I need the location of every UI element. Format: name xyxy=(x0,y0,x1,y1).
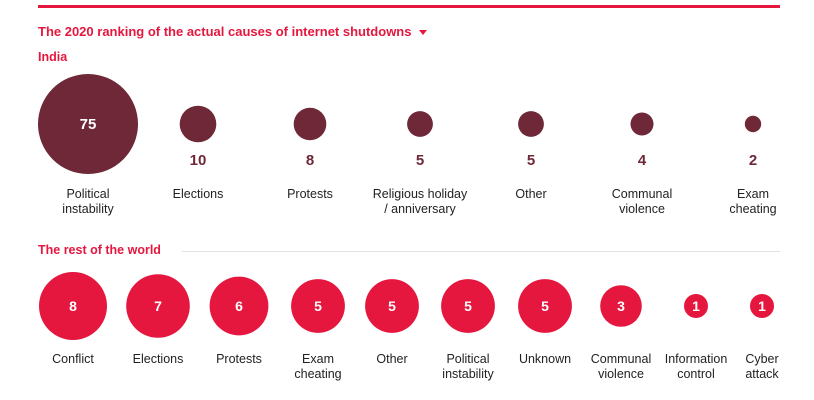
value-label-world-3: 5 xyxy=(314,298,322,314)
category-label-line: Conflict xyxy=(52,352,94,366)
category-label-world-4: Other xyxy=(376,352,407,367)
category-label-world-1: Elections xyxy=(133,352,184,367)
category-label-world-8: Information control xyxy=(665,352,728,382)
category-label-line: Elections xyxy=(132,352,184,366)
category-label-line: Political xyxy=(446,352,490,366)
bubble-india-0 xyxy=(38,74,138,174)
category-label-line: attack xyxy=(745,367,779,381)
chart-title-dropdown[interactable]: The 2020 ranking of the actual causes of… xyxy=(38,24,428,39)
category-label-line: violence xyxy=(619,202,665,216)
category-label-world-2: Protests xyxy=(216,352,262,367)
category-label-line: Political xyxy=(66,187,110,201)
category-label-world-7: Communal violence xyxy=(591,352,651,382)
bubble-world-6 xyxy=(518,279,572,333)
caret-down-icon xyxy=(419,30,428,35)
category-label-india-1: Elections xyxy=(173,187,224,202)
bubble-world-9 xyxy=(750,294,774,318)
bubble-india-6 xyxy=(744,115,762,133)
bubble-world-8 xyxy=(684,294,708,318)
category-label-india-2: Protests xyxy=(287,187,333,202)
value-label-india-1: 10 xyxy=(190,152,207,169)
category-label-line: Communal xyxy=(590,352,652,366)
value-label-world-9: 1 xyxy=(758,298,766,314)
category-label-line: Protests xyxy=(216,352,262,366)
bubble-world-3 xyxy=(291,279,345,333)
bubble-world-5 xyxy=(441,279,495,333)
bubble-india-5 xyxy=(630,112,654,136)
category-label-world-6: Unknown xyxy=(519,352,571,367)
bubble-india-1 xyxy=(179,105,217,143)
category-label-world-5: Political instability xyxy=(442,352,493,382)
category-label-line: Other xyxy=(515,187,547,201)
value-label-world-5: 5 xyxy=(464,298,472,314)
category-label-line: cheating xyxy=(294,367,342,381)
category-label-india-3: Religious holiday / anniversary xyxy=(373,187,468,217)
category-label-india-4: Other xyxy=(515,187,546,202)
category-label-line: Other xyxy=(376,352,408,366)
category-label-line: Communal xyxy=(611,187,673,201)
category-label-line: Unknown xyxy=(518,352,572,366)
value-label-india-5: 4 xyxy=(638,152,647,169)
value-label-world-7: 3 xyxy=(617,298,625,314)
category-label-india-6: Exam cheating xyxy=(729,187,776,217)
value-label-world-2: 6 xyxy=(235,298,243,314)
category-label-world-0: Conflict xyxy=(52,352,94,367)
bubble-india-4 xyxy=(518,111,544,137)
value-label-world-1: 7 xyxy=(154,298,162,314)
category-label-line: Religious holiday xyxy=(372,187,468,201)
bubble-india-2 xyxy=(293,107,327,141)
category-label-line: Exam xyxy=(302,352,334,366)
category-label-india-0: Political instability xyxy=(62,187,113,217)
bubble-world-4 xyxy=(365,279,419,333)
value-label-india-6: 2 xyxy=(749,152,757,169)
value-label-world-0: 8 xyxy=(69,298,77,314)
value-label-india-2: 8 xyxy=(306,152,314,169)
value-label-world-6: 5 xyxy=(541,298,549,314)
category-label-line: violence xyxy=(598,367,644,381)
top-rule xyxy=(38,5,780,8)
category-label-line: cheating xyxy=(729,202,777,216)
category-label-world-9: Cyber attack xyxy=(745,352,778,382)
bubble-world-7 xyxy=(600,285,642,327)
bubble-world-1 xyxy=(126,274,190,338)
chart-title: The 2020 ranking of the actual causes of… xyxy=(38,24,412,39)
category-label-line: / anniversary xyxy=(384,202,456,216)
category-label-line: instability xyxy=(442,367,494,381)
world-section-rule xyxy=(182,251,780,252)
world-section-label: The rest of the world xyxy=(38,243,161,257)
bubble-world-2 xyxy=(209,276,269,336)
category-label-line: instability xyxy=(62,202,114,216)
category-label-line: Cyber xyxy=(745,352,779,366)
category-label-india-5: Communal violence xyxy=(612,187,672,217)
value-label-world-4: 5 xyxy=(388,298,396,314)
category-label-line: Information xyxy=(664,352,728,366)
value-label-world-8: 1 xyxy=(692,298,700,314)
category-label-line: control xyxy=(677,367,715,381)
category-label-line: Elections xyxy=(172,187,224,201)
bubble-world-0 xyxy=(39,272,107,340)
value-label-india-0: 75 xyxy=(80,116,97,133)
category-label-world-3: Exam cheating xyxy=(294,352,341,382)
value-label-india-4: 5 xyxy=(527,152,535,169)
value-label-india-3: 5 xyxy=(416,152,424,169)
category-label-line: Protests xyxy=(287,187,333,201)
india-section-label: India xyxy=(38,50,68,64)
category-label-line: Exam xyxy=(737,187,769,201)
bubble-india-3 xyxy=(407,111,433,137)
